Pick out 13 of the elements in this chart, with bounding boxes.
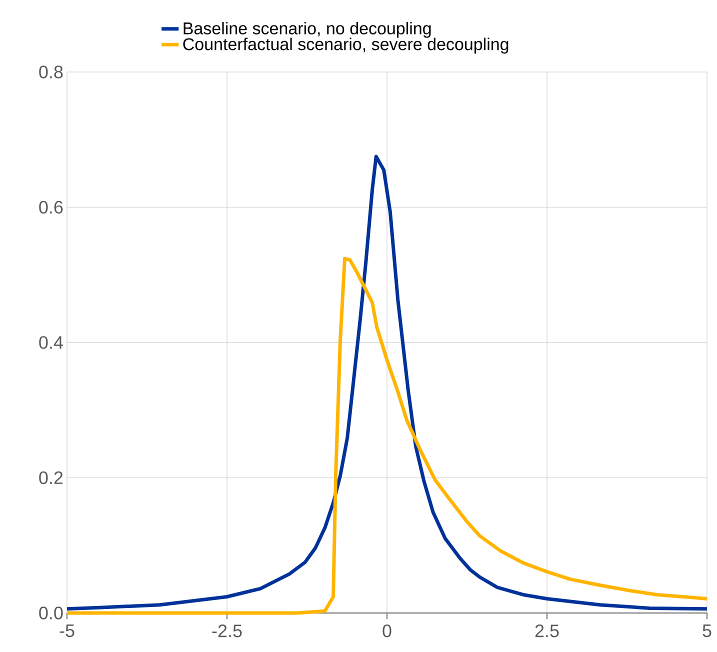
legend-label: Counterfactual scenario, severe decoupling bbox=[183, 38, 508, 54]
line-series bbox=[65, 154, 709, 611]
y-tick-label: 0.8 bbox=[39, 66, 63, 78]
x-tick-label: 0 bbox=[382, 624, 392, 638]
y-tick-label: 0.0 bbox=[39, 606, 63, 620]
x-tick-label: -5 bbox=[60, 624, 74, 638]
legend-label: Baseline scenario, no decoupling bbox=[184, 22, 431, 38]
x-tick-label: 2.5 bbox=[535, 624, 559, 638]
x-tick-label: -2.5 bbox=[212, 624, 242, 638]
y-tick-label: 0.6 bbox=[39, 200, 63, 214]
y-tick-label: 0.4 bbox=[39, 336, 63, 349]
y-tick-label: 0.2 bbox=[39, 471, 63, 484]
x-tick-label: 5 bbox=[702, 624, 712, 638]
